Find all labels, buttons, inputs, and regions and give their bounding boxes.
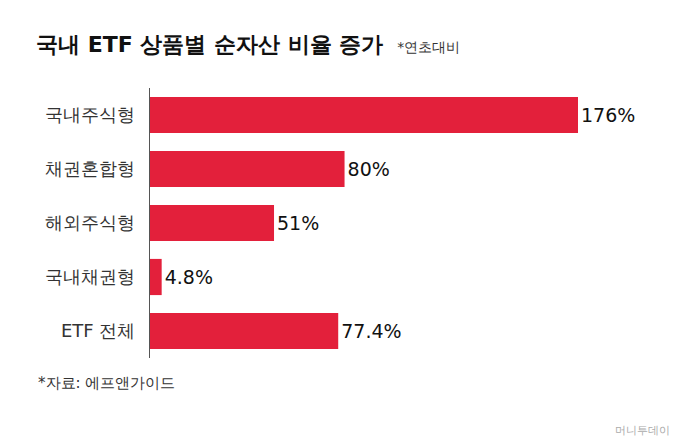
- svg-text:51%: 51%: [277, 212, 319, 234]
- svg-text:국내 ETF 상품별 순자산 비율 증가 *연초대비: 국내 ETF 상품별 순자산 비율 증가 *연초대비: [36, 32, 460, 57]
- svg-text:80%: 80%: [348, 158, 390, 180]
- svg-text:4.8%: 4.8%: [165, 266, 213, 288]
- svg-text:국내채권형: 국내채권형: [45, 266, 135, 287]
- svg-text:국내주식형: 국내주식형: [45, 104, 135, 125]
- svg-text:해외주식형: 해외주식형: [45, 212, 135, 233]
- svg-text:77.4%: 77.4%: [341, 320, 401, 342]
- svg-text:ETF 전체: ETF 전체: [61, 320, 135, 341]
- svg-text:채권혼합형: 채권혼합형: [45, 158, 135, 179]
- svg-text:*자료: 에프앤가이드: *자료: 에프앤가이드: [38, 374, 175, 392]
- svg-text:176%: 176%: [581, 104, 635, 126]
- svg-text:머니투데이: 머니투데이: [615, 424, 670, 437]
